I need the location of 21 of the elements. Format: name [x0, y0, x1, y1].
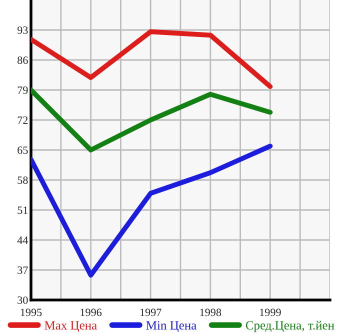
y-tick-label: 86 [18, 56, 28, 64]
x-tick-label: 1995 [20, 308, 42, 316]
y-tick-label: 30 [18, 296, 28, 304]
line-series [31, 88, 273, 152]
line-series [31, 144, 273, 278]
x-tick-label: 1998 [200, 308, 222, 316]
line-series [31, 29, 273, 89]
x-tick-label: 1999 [260, 308, 281, 316]
x-tick-label: 1997 [140, 308, 162, 316]
y-tick-label: 65 [18, 146, 28, 154]
y-tick-label: 93 [17, 26, 28, 34]
legend-label: Max Цена [44, 321, 97, 332]
x-tick-label: 1996 [80, 308, 102, 316]
y-tick-label: 72 [18, 116, 28, 124]
legend-label: Min Цена [146, 321, 196, 332]
y-tick-label: 79 [18, 86, 28, 94]
y-tick-label: 37 [18, 266, 28, 274]
y-tick-label: 58 [18, 176, 28, 184]
y-tick-label: 51 [18, 206, 28, 214]
y-tick-label: 44 [17, 236, 28, 244]
legend-label: Сред.Цена, т.йен [246, 320, 334, 332]
